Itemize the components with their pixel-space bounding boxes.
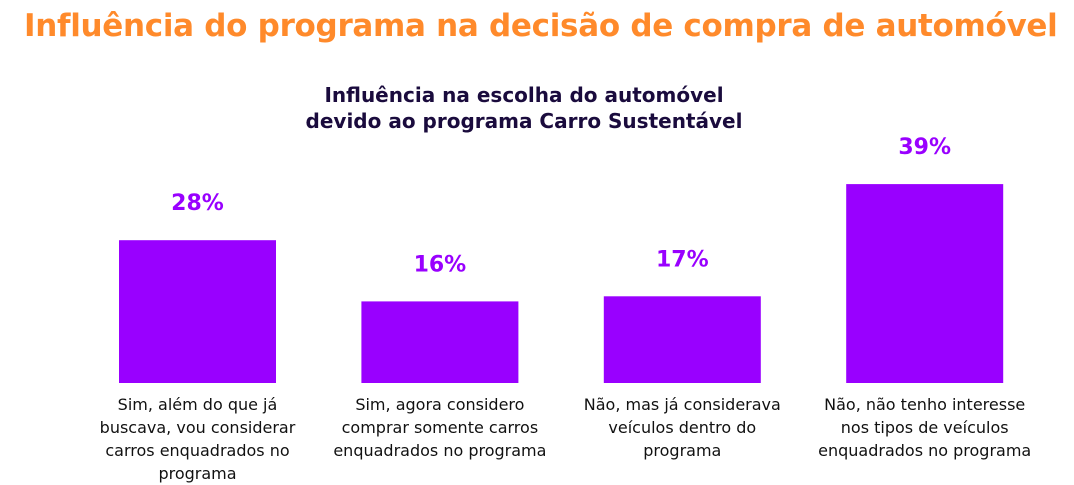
bar bbox=[603, 296, 761, 383]
category-label: Sim, agora considero comprar somente car… bbox=[333, 395, 547, 460]
category-label: Sim, além do que já buscava, vou conside… bbox=[99, 395, 296, 483]
data-label: 28% bbox=[171, 191, 224, 216]
chart-title: Influência na escolha do automóvel devid… bbox=[274, 82, 774, 134]
data-label: 17% bbox=[656, 247, 709, 272]
category-label: Não, não tenho interesse nos tipos de ve… bbox=[818, 395, 1032, 460]
page-title: Influência do programa na decisão de com… bbox=[24, 8, 1058, 44]
data-label: 39% bbox=[898, 135, 951, 160]
bar bbox=[361, 301, 519, 383]
chart-title-line-2: devido ao programa Carro Sustentável bbox=[305, 109, 743, 133]
bar bbox=[119, 240, 276, 383]
chart-title-line-1: Influência na escolha do automóvel bbox=[324, 83, 724, 107]
data-label: 16% bbox=[414, 252, 467, 277]
category-label: Não, mas já considerava veículos dentro … bbox=[583, 395, 781, 460]
bar bbox=[846, 184, 1004, 383]
